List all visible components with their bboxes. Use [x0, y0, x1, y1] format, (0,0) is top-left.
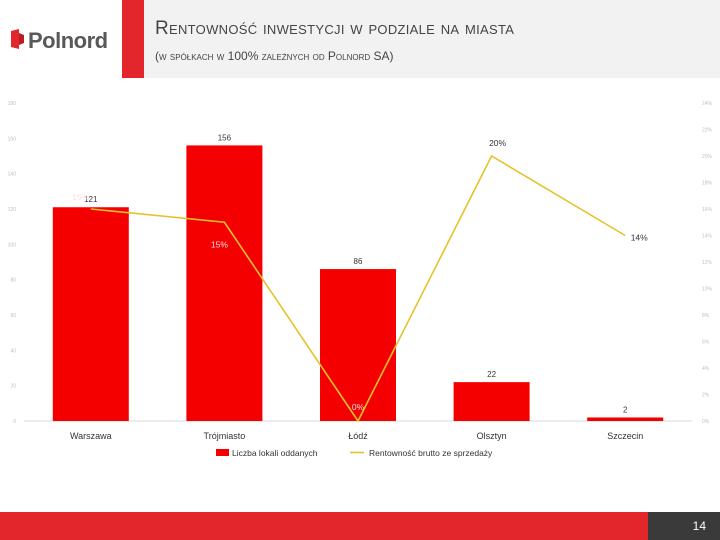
y-left-tick-label: 0: [13, 419, 16, 425]
bar-value-label: 86: [354, 257, 363, 266]
bar-series: [52, 145, 664, 421]
y-right-tick-label: 10%: [702, 287, 713, 293]
page-title: Rentowność inwestycji w podziale na mias…: [155, 18, 515, 39]
category-label: Łódź: [348, 431, 368, 441]
line-series: [90, 154, 626, 423]
y-left-tick-label: 160: [8, 136, 17, 142]
chart: 0 20 40 60 80 100 120 140 160 180 0% 2% 4% 6% 8% 10% 12…: [8, 101, 713, 458]
y-right-tick-label: 0%: [702, 419, 710, 425]
category-label: Trójmiasto: [204, 431, 246, 441]
y-right-tick-label: 6%: [702, 340, 710, 346]
y-left-tick-label: 120: [8, 207, 17, 213]
line-value-label: 14%: [631, 233, 648, 243]
bar-olsztyn: [453, 382, 530, 421]
rentownosc-line: [90, 154, 626, 423]
y-right-tick-label: 24%: [702, 101, 713, 107]
y-right-tick-label: 12%: [702, 260, 713, 266]
y-left-tick-label: 20: [10, 384, 16, 390]
bar-value-label: 2: [623, 405, 628, 414]
y-left-tick-label: 40: [10, 348, 16, 354]
y-left-tick-label: 80: [10, 278, 16, 284]
bar-szczecin: [587, 417, 664, 421]
line-data-labels: 16% 15% 0% 20% 14%: [72, 138, 648, 412]
line-value-label: 16%: [72, 192, 89, 202]
left-axis-ticks: 0 20 40 60 80 100 120 140 160 180: [8, 101, 17, 425]
y-right-tick-label: 4%: [702, 366, 710, 372]
page-number-box: 14: [648, 512, 720, 540]
line-value-label: 15%: [211, 239, 228, 249]
y-right-tick-label: 18%: [702, 181, 713, 187]
page-number: 14: [692, 519, 706, 533]
category-labels: Warszawa Trójmiasto Łódź Olsztyn Szczecin: [70, 431, 643, 441]
legend-bar-label: Liczba lokali oddanych: [232, 448, 318, 458]
category-label: Olsztyn: [477, 431, 507, 441]
y-right-tick-label: 2%: [702, 393, 710, 399]
y-right-tick-label: 20%: [702, 154, 713, 160]
y-left-tick-label: 100: [8, 242, 17, 248]
y-right-tick-label: 8%: [702, 313, 710, 319]
line-value-label: 20%: [489, 138, 506, 148]
y-right-tick-label: 16%: [702, 207, 713, 213]
polnord-logo-icon: [11, 29, 24, 49]
y-left-tick-label: 60: [10, 313, 16, 319]
bar-value-label: 121: [84, 195, 98, 204]
category-label: Warszawa: [70, 431, 112, 441]
y-right-tick-label: 22%: [702, 128, 713, 134]
y-left-tick-label: 140: [8, 172, 17, 178]
right-axis-ticks: 0% 2% 4% 6% 8% 10% 12% 14% 16% 18% 20% 22% 24%: [702, 101, 713, 425]
line-value-label: 0%: [352, 402, 365, 412]
y-left-tick-label: 180: [8, 101, 17, 107]
legend-bar-swatch: [216, 449, 229, 456]
header-band: Polnord Rentowność inwestycji w podziale…: [0, 0, 720, 78]
y-right-tick-label: 14%: [702, 234, 713, 240]
bar-warszawa: [52, 207, 129, 421]
bar-value-label: 22: [487, 370, 496, 379]
category-label: Szczecin: [607, 431, 643, 441]
footer-bar: [0, 512, 720, 540]
brand-name: Polnord: [28, 28, 108, 53]
bar-trójmiasto: [186, 145, 263, 421]
legend: Liczba lokali oddanych Rentowność brutto …: [216, 448, 493, 458]
title-accent-bar: [122, 0, 144, 78]
page-subtitle: (w spółkach w 100% zależnych od Polnord …: [155, 49, 394, 63]
bar-łódź: [320, 269, 396, 421]
logo: Polnord: [0, 0, 122, 78]
legend-line-label: Rentowność brutto ze sprzedaży: [369, 448, 493, 458]
bar-value-label: 156: [218, 133, 232, 142]
